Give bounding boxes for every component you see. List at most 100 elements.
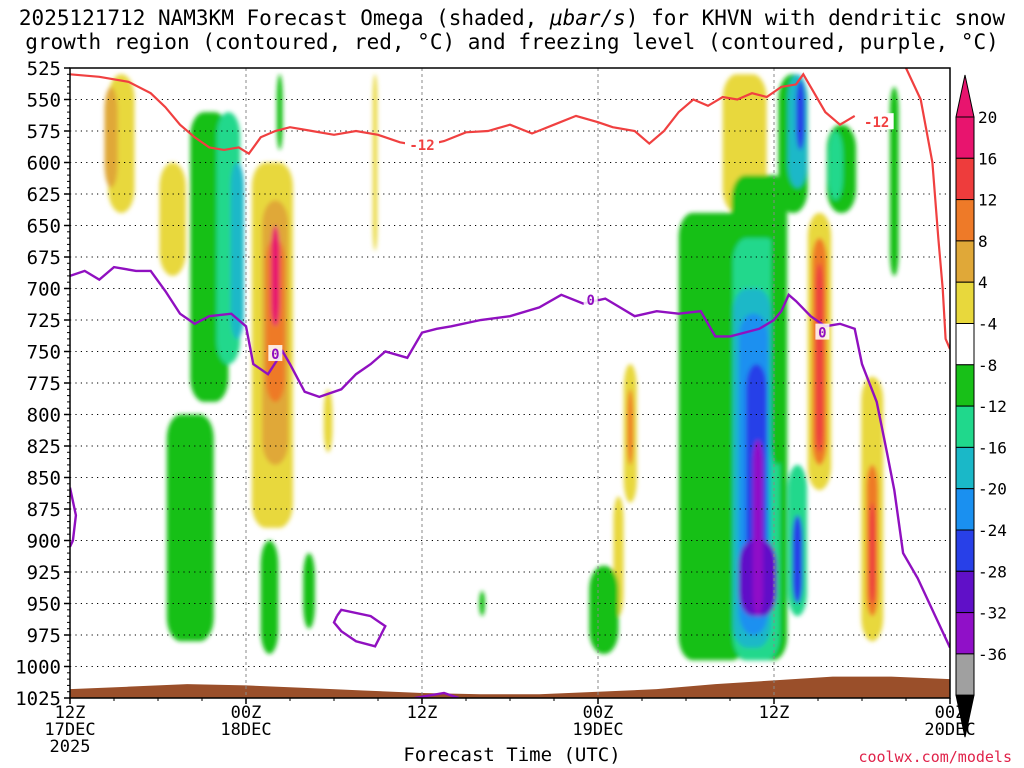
colorbar-bin-8 <box>955 446 975 490</box>
colorbar-label-2: 12 <box>978 191 997 210</box>
contours <box>70 68 950 698</box>
y-tick-label-825: 825 <box>27 436 61 458</box>
colorbar-label-1: 16 <box>978 149 997 168</box>
colorbar-label-12: -32 <box>978 604 1007 623</box>
omega-region-29 <box>796 80 805 150</box>
omega-region-39 <box>869 502 876 604</box>
omega-region-19 <box>678 212 747 661</box>
omega-region-26 <box>752 439 763 617</box>
y-tick-label-725: 725 <box>27 310 61 332</box>
omega-region-1 <box>104 86 118 188</box>
title-unit: μbar/s <box>549 6 626 30</box>
freezing-contour-label-1: 0 <box>586 293 594 309</box>
omega-region-12 <box>260 540 279 654</box>
dgz-contour-line <box>70 72 856 156</box>
y-tick-label-550: 550 <box>27 90 61 112</box>
omega-region-36 <box>792 515 803 604</box>
colorbar-label-3: 8 <box>978 232 988 251</box>
colorbar-bin-7 <box>955 405 975 448</box>
omega-region-11 <box>323 389 333 453</box>
omega-region-6 <box>159 162 186 276</box>
colorbar-label-0: 20 <box>978 108 997 127</box>
x-tick-label-48-0: 12Z <box>759 703 790 723</box>
x-tick-label-12-1: 18DEC <box>220 720 271 740</box>
omega-region-17 <box>627 389 634 465</box>
colorbar-label-9: -20 <box>978 480 1007 499</box>
title-prefix: 2025121712 NAM3KM Forecast Omega (shaded… <box>18 6 550 30</box>
freezing-contour-bottom <box>414 691 460 698</box>
y-tick-label-575: 575 <box>27 121 61 143</box>
dgz-contour-label-0: -12 <box>409 138 434 154</box>
omega-region-14 <box>372 74 378 251</box>
y-tick-label-850: 850 <box>27 468 61 490</box>
x-tick-label-36-1: 19DEC <box>572 720 623 740</box>
colorbar-bin-1 <box>955 157 975 201</box>
y-tick-label-875: 875 <box>27 499 61 521</box>
freezing-label-bg-1 <box>583 290 598 307</box>
x-tick-label-36-0: 00Z <box>583 703 614 723</box>
y-tick-label-750: 750 <box>27 342 61 364</box>
freezing-label-bg-0 <box>268 345 283 362</box>
y-tick-label-1025: 1025 <box>15 688 61 710</box>
freezing-label-bg-2 <box>815 323 830 340</box>
y-tick-label-525: 525 <box>27 58 61 80</box>
colorbar-bin-0 <box>955 116 975 159</box>
y-tick-label-900: 900 <box>27 531 61 553</box>
omega-shading <box>104 74 899 661</box>
freezing-contour-label-2: 0 <box>818 326 826 342</box>
omega-region-15 <box>276 74 283 150</box>
colorbar-label-7: -12 <box>978 397 1007 416</box>
omega-region-10 <box>270 225 280 327</box>
colorbar-bin-3 <box>955 240 975 283</box>
omega-region-44 <box>889 86 899 276</box>
colorbar-bin-4 <box>955 281 975 325</box>
chart-title-line1: 2025121712 NAM3KM Forecast Omega (shaded… <box>0 6 1024 30</box>
x-tick-label-0-1: 17DEC <box>44 720 95 740</box>
omega-region-43 <box>771 212 783 465</box>
y-tick-label-625: 625 <box>27 184 61 206</box>
colorbar-bin-13 <box>955 653 975 696</box>
colorbar-bin-10 <box>955 529 975 572</box>
colorbar-bin-11 <box>955 570 975 614</box>
colorbar-label-4: 4 <box>978 273 988 292</box>
omega-region-34 <box>815 263 824 453</box>
y-tick-label-700: 700 <box>27 279 61 301</box>
x-tick-label-12-0: 00Z <box>231 703 262 723</box>
y-tick-label-800: 800 <box>27 405 61 427</box>
freezing-contour-label-0: 0 <box>271 347 279 363</box>
colorbar-label-5: -4 <box>978 315 997 334</box>
omega-region-2 <box>166 414 214 642</box>
freezing-contour-left <box>70 487 78 548</box>
x-tick-label-0-2: 2025 <box>50 737 91 757</box>
dgz-contour-label-1: -12 <box>864 115 889 131</box>
x-tick-label-60-0: 00Z <box>935 703 966 723</box>
credit-text: coolwx.com/models <box>858 748 1012 766</box>
dgz-label-bg-1 <box>859 113 894 130</box>
terrain-area <box>70 676 950 698</box>
omega-feature-group <box>104 74 899 661</box>
x-tick-label-0-0: 12Z <box>55 703 86 723</box>
terrain-fill <box>70 676 950 698</box>
colorbar-label-13: -36 <box>978 645 1007 664</box>
omega-region-41 <box>589 565 619 654</box>
dgz-label-bg-0 <box>405 135 439 152</box>
omega-region-31 <box>828 131 843 201</box>
freezing-contour-line <box>70 265 950 649</box>
colorbar-label-8: -16 <box>978 438 1007 457</box>
omega-region-13 <box>303 553 315 629</box>
y-tick-label-775: 775 <box>27 373 61 395</box>
colorbar-label-6: -8 <box>978 356 997 375</box>
title-suffix: ) for KHVN with dendritic snow <box>625 6 1006 30</box>
gridlines <box>70 68 950 698</box>
colorbar-bin-12 <box>955 612 975 655</box>
y-tick-label-975: 975 <box>27 625 61 647</box>
colorbar-bottom-arrow <box>955 694 975 738</box>
colorbar-bin-5 <box>955 323 975 366</box>
y-tick-label-1000: 1000 <box>15 657 61 679</box>
x-axis-title: Forecast Time (UTC) <box>403 744 621 766</box>
x-tick-label-24-0: 12Z <box>407 703 438 723</box>
y-tick-label-675: 675 <box>27 247 61 269</box>
